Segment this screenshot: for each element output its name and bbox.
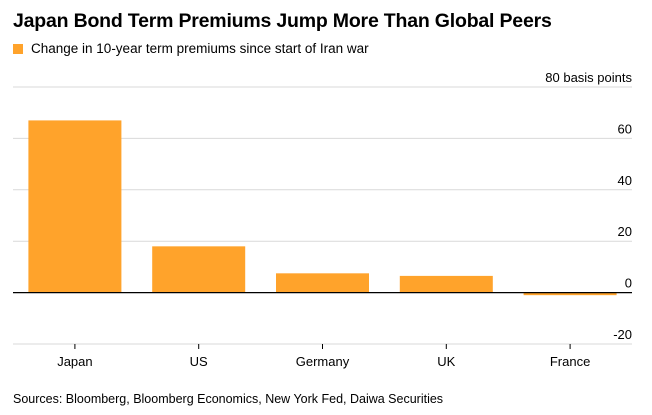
x-tick-label: Japan	[57, 354, 92, 369]
legend-swatch	[13, 43, 23, 54]
bar-france	[523, 292, 617, 296]
x-tick-label: France	[550, 354, 590, 369]
y-tick-label: 80 basis points	[545, 70, 632, 85]
legend: Change in 10-year term premiums since st…	[13, 41, 369, 56]
x-axis-ticks: Japan US Germany UK France	[57, 344, 590, 369]
x-tick-label: US	[190, 354, 208, 369]
legend-label: Change in 10-year term premiums since st…	[31, 41, 369, 56]
bar-us	[152, 246, 246, 293]
y-tick-label: -20	[613, 327, 632, 342]
bar-germany	[276, 273, 369, 293]
chart-title: Japan Bond Term Premiums Jump More Than …	[13, 10, 552, 32]
source-note: Sources: Bloomberg, Bloomberg Economics,…	[13, 392, 444, 406]
bar-japan	[28, 120, 122, 293]
y-tick-label: 0	[625, 276, 632, 291]
y-tick-label: 20	[618, 224, 632, 239]
y-axis-ticks: -20 0 20 40 60 80 basis points	[545, 70, 632, 342]
bar-uk	[399, 275, 493, 293]
y-tick-label: 60	[618, 121, 632, 136]
x-tick-label: UK	[437, 354, 455, 369]
y-tick-label: 40	[618, 173, 632, 188]
bars	[28, 120, 617, 296]
x-tick-label: Germany	[296, 354, 350, 369]
